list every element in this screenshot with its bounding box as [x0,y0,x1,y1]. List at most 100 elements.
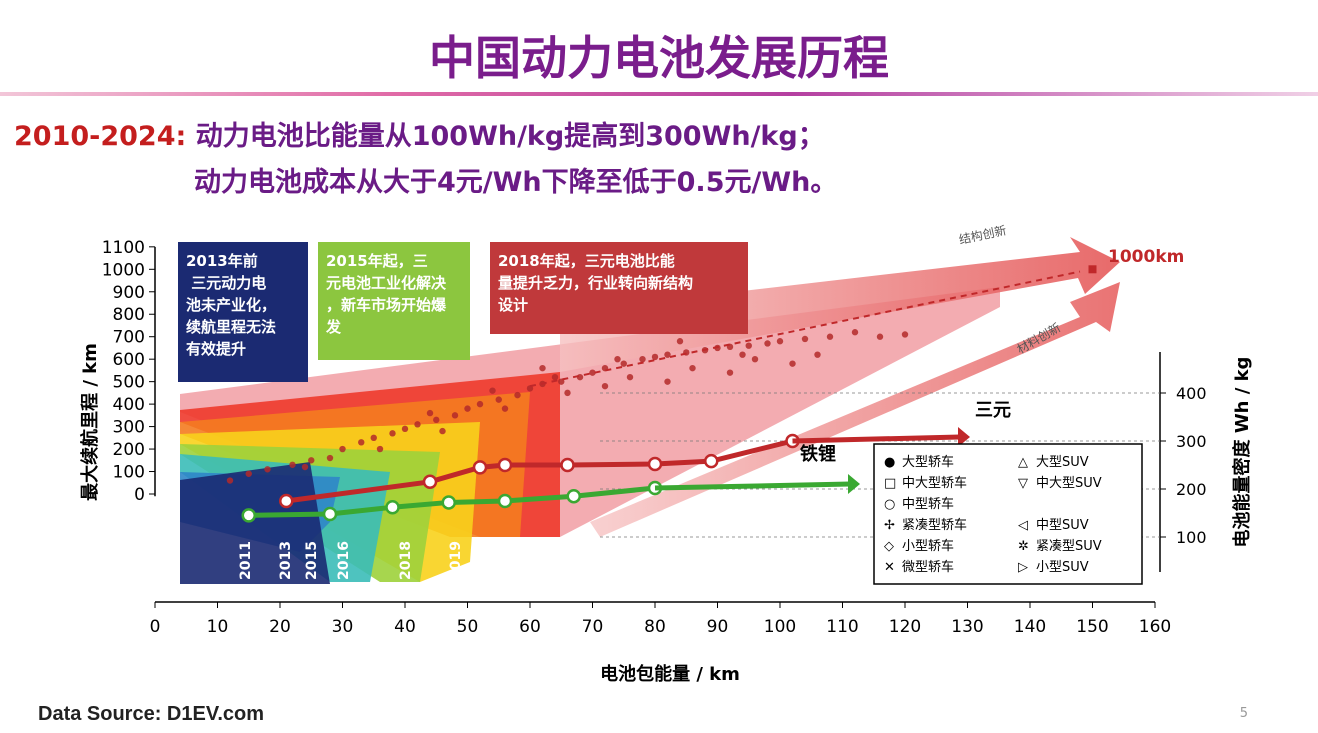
subtitle-text-1: 动力电池比能量从100Wh/kg提高到300Wh/kg； [195,121,825,152]
series-marker [560,457,575,473]
series-marker [704,453,719,469]
scatter-point [501,405,509,412]
scatter-point [745,342,752,349]
legend-symbol: ✕ [884,560,895,575]
legend-box [873,443,1143,585]
scatter-point [776,338,784,345]
scatter-point [676,338,684,345]
target-label: 1000km [1108,247,1184,267]
x-tick-label: 110 [826,617,858,637]
year-label: 2018 [398,541,414,580]
title-divider [0,92,1318,96]
legend-symbol: ● [884,455,895,470]
series-arrowhead [958,427,970,447]
x-tick-label: 30 [332,617,354,637]
scatter-point [689,364,696,372]
scatter-point [514,391,521,399]
slide-title: 中国动力电池发展历程 [429,31,889,85]
scatter-point [589,369,596,376]
series-label-sanyuan: 三元 [975,400,1011,421]
year-label: 2020 [501,541,517,580]
series-marker [647,456,663,472]
year-label: 2019 [448,541,464,580]
subtitle-line-2: 动力电池成本从大于4元/Wh下降至低于0.5元/Wh。 [194,167,838,198]
legend-symbol: ✢ [884,518,895,533]
scatter-point [401,425,409,433]
scatter-point [476,400,484,408]
series-marker [241,508,256,523]
scatter-point [339,445,346,453]
legend-label: 大型轿车 [902,454,954,470]
box-2018-text: 2018年起，三元电池比能量提升乏力，行业转向新结构设计 [498,252,693,314]
series-line-0 [283,438,795,504]
y-tick-label-left: 100 [113,463,145,483]
scatter-point [639,355,646,363]
series-marker [566,488,581,504]
x-tick-label: 140 [1014,617,1046,637]
legend-symbol: ▷ [1018,560,1028,575]
jiegou-label: 结构创新 [958,222,1008,247]
series-marker [472,460,488,475]
scatter-point [851,329,859,336]
legend-symbol: ○ [884,497,895,512]
year-label: 2015 [304,541,320,580]
series-arrow-shaft [654,481,851,491]
box-2013-text: 2013年前 三元动力电池未产业化，续航里程无法有效提升 [186,252,276,358]
series-arrow-shaft [792,434,961,444]
scatter-point [226,477,234,484]
x-tick-label: 20 [269,617,291,637]
series-marker [422,474,438,490]
y-axis-left-title: 最大续航里程 / km [79,343,101,501]
year-range: 2010-2024: [14,121,187,152]
y-tick-label-left: 700 [113,328,145,348]
scatter-point [264,466,271,473]
scatter-point [308,457,315,464]
scatter-point [370,434,377,442]
scatter-point [789,360,796,367]
legend-label: 微型轿车 [902,559,954,575]
box-2013 [178,242,308,382]
scatter-point [626,373,634,381]
scatter-point [614,355,621,363]
y-tick-label-left: 800 [113,305,145,325]
scatter-point [326,454,334,462]
scatter-point [433,416,440,424]
box-2015 [318,242,470,360]
y-tick-label-left: 1000 [102,260,145,280]
legend-symbol: ◁ [1018,518,1028,533]
scatter-point [489,387,496,394]
scatter-point [358,439,365,446]
series-label-tieli: 铁锂 [800,443,836,465]
x-tick-label: 40 [394,617,416,637]
x-tick-label: 60 [519,617,541,637]
scatter-point [726,369,734,376]
subtitle-line-1: 2010-2024: 动力电池比能量从100Wh/kg提高到300Wh/kg； [14,114,825,153]
scatter-point [439,427,446,435]
x-tick-label: 70 [582,617,604,637]
x-axis-title: 电池包能量 / km [600,663,740,685]
x-tick-label: 90 [707,617,729,637]
scatter-point [664,351,671,358]
scatter-point [289,461,296,468]
scatter-point [901,331,909,338]
legend-label: 中型轿车 [902,496,954,512]
scatter-point [826,333,834,340]
year-label: 2016 [336,541,352,580]
y-tick-label-left: 0 [134,485,145,505]
y-tick-label-left: 300 [113,418,145,438]
scatter-point [389,430,396,437]
jiegou-arrow [560,237,1120,372]
scatter-point [620,360,627,367]
series-marker [279,493,294,509]
scatter-point [764,340,771,347]
scatter-point [801,335,809,343]
legend-label: 小型轿车 [902,538,954,554]
y-tick-label-left: 500 [113,373,145,393]
range-energy-chart: 2013年前 三元动力电池未产业化，续航里程无法有效提升 2015年起，三元电池工… [79,222,1253,685]
legend-label: 中型SUV [1036,518,1089,533]
scatter-point [876,333,884,340]
scatter-point [539,364,546,372]
x-tick-label: 130 [951,617,983,637]
band-7 [180,462,330,584]
year-label: 2023 [543,541,559,580]
